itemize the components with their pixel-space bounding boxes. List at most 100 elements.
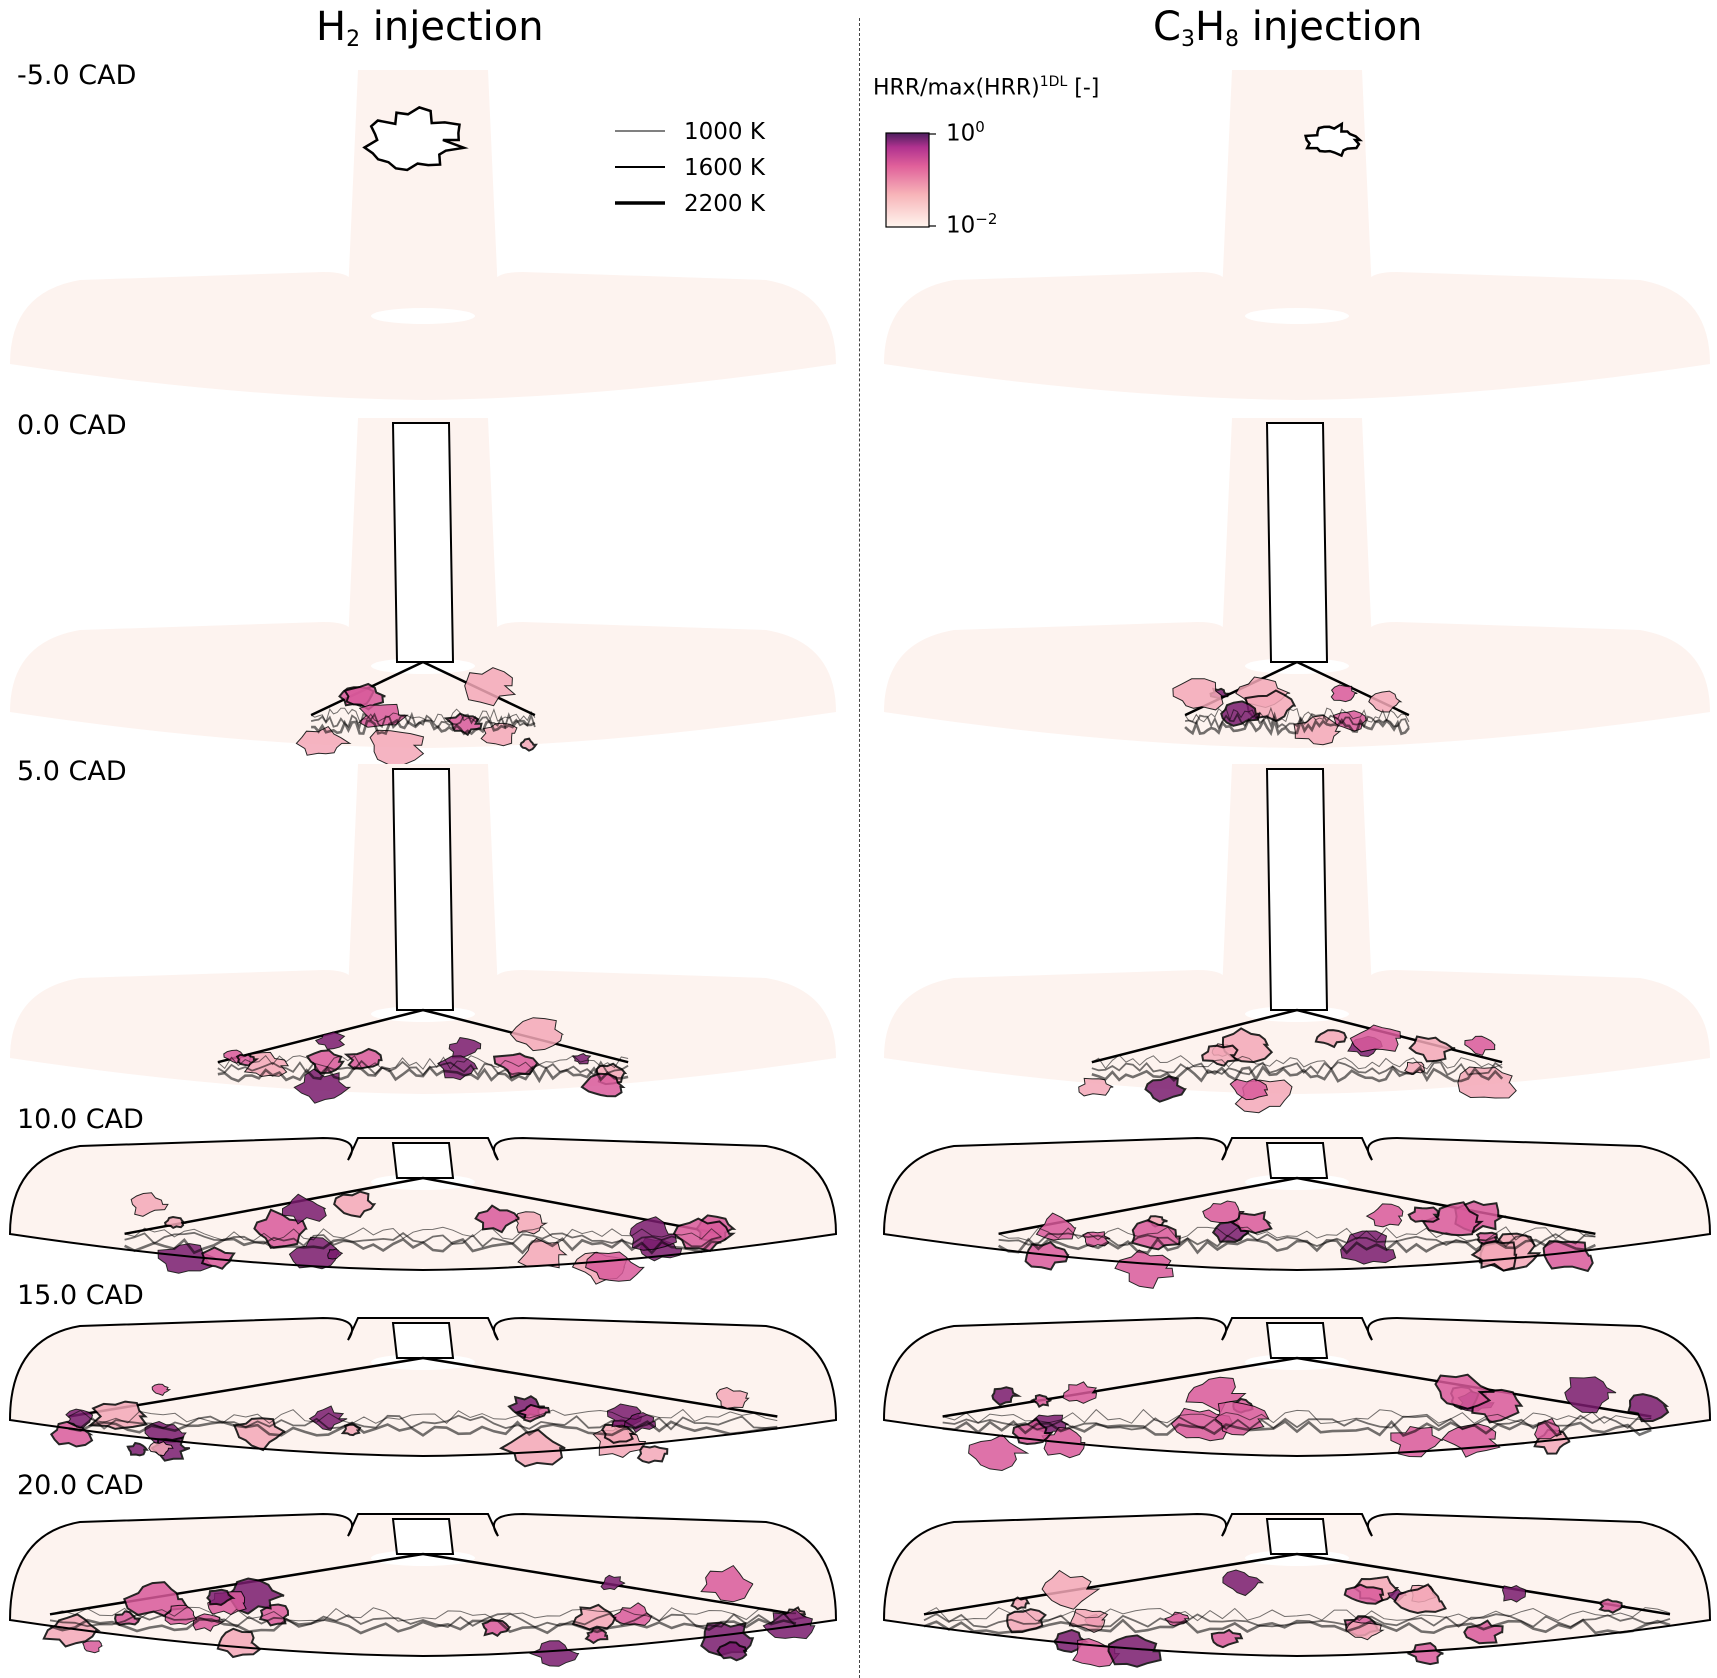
hrr-patch-h2-row-6	[700, 1564, 754, 1603]
isoline-c3h8-row-5	[942, 1408, 1652, 1425]
hrr-patch-h2-row-6	[216, 1627, 262, 1659]
hrr-colorbar	[885, 132, 930, 228]
isoline-c3h8-row-3	[1091, 1061, 1503, 1077]
hrr-patch-c3h8-row-6	[1501, 1585, 1527, 1603]
hrr-patch-h2-row-5	[623, 1412, 657, 1434]
hrr-patch-h2-row-4	[474, 1204, 520, 1234]
jet-arm-left-h2-row-3	[217, 1008, 424, 1064]
isoline-c3h8-row-6	[923, 1612, 1671, 1629]
hrr-patch-h2-row-5	[498, 1428, 566, 1468]
hrr-patch-c3h8-row-5	[1062, 1381, 1098, 1404]
hrr-patch-h2-row-4	[200, 1246, 236, 1270]
chamber-c3h8-row-1	[884, 70, 1710, 400]
hrr-patch-c3h8-row-5	[991, 1386, 1022, 1407]
hrr-patch-h2-row-3	[343, 1047, 383, 1070]
legend-label-1600k: 1600 K	[684, 155, 766, 181]
isoline-c3h8-row-6	[923, 1618, 1671, 1635]
column-divider	[859, 18, 860, 1678]
hrr-patch-c3h8-row-5	[1434, 1373, 1495, 1410]
colorbar-tick-bottom: 10−2	[946, 210, 998, 239]
jet-arm-left-c3h8-row-6	[923, 1552, 1298, 1616]
isoline-h2-row-6	[49, 1612, 797, 1629]
cad-label-5: 15.0 CAD	[17, 1280, 144, 1311]
hrr-patch-h2-row-5	[148, 1440, 174, 1457]
hrr-patch-c3h8-row-3	[1314, 1029, 1348, 1049]
neck-flame-c3h8-row-3	[1265, 768, 1329, 1011]
hrr-patch-c3h8-row-5	[1627, 1393, 1670, 1423]
chamber-h2-row-4	[10, 1138, 836, 1270]
isoline-h2-row-4	[124, 1237, 722, 1255]
cad-label-3: 5.0 CAD	[17, 756, 127, 787]
hrr-patch-c3h8-row-4	[1365, 1203, 1404, 1228]
hrr-patch-h2-row-4	[333, 1190, 377, 1218]
jet-arm-right-h2-row-5	[422, 1356, 778, 1418]
temperature-legend: 1000 K 1600 K 2200 K	[615, 119, 766, 217]
isoline-c3h8-row-4	[997, 1237, 1596, 1255]
hrr-patch-c3h8-row-2	[1368, 690, 1403, 713]
legend-label-2200k: 2200 K	[684, 191, 766, 217]
hrr-patch-c3h8-row-3	[1078, 1077, 1114, 1097]
hrr-patch-h2-row-3	[314, 1031, 346, 1050]
cad-label-1: -5.0 CAD	[17, 60, 137, 91]
hrr-patch-c3h8-row-6	[1107, 1634, 1162, 1668]
hrr-patch-h2-row-6	[82, 1640, 104, 1654]
isoline-h2-row-5	[68, 1420, 778, 1437]
hrr-patch-c3h8-row-3	[1349, 1024, 1401, 1053]
hrr-patch-h2-row-5	[636, 1445, 669, 1464]
jet-arm-left-c3h8-row-5	[942, 1356, 1298, 1418]
hrr-patch-c3h8-row-6	[1010, 1596, 1031, 1611]
hrr-patch-c3h8-row-2	[1172, 678, 1224, 711]
jet-arm-right-h2-row-4	[422, 1176, 722, 1236]
jet-arm-left-c3h8-row-3	[1091, 1008, 1298, 1064]
hrr-patch-c3h8-row-2	[1330, 684, 1358, 703]
hrr-patch-h2-row-3	[571, 1053, 592, 1065]
isoline-c3h8-row-3	[1091, 1064, 1504, 1083]
hrr-patch-c3h8-row-6	[1222, 1569, 1265, 1597]
hrr-patch-h2-row-6	[584, 1627, 609, 1645]
cad-label-4: 10.0 CAD	[17, 1104, 144, 1135]
isoline-c3h8-row-2	[1184, 715, 1410, 737]
neck-flame-h2-row-2	[391, 422, 455, 663]
hrr-patch-h2-row-2	[464, 667, 517, 707]
flame-front-outline-c3h8-row-5	[882, 1316, 1712, 1458]
left-column-title: H2 injection	[316, 4, 544, 52]
hrr-patch-c3h8-row-6	[1343, 1583, 1385, 1605]
isoline-c3h8-row-5	[942, 1414, 1652, 1431]
flame-front-outline-c3h8-row-6	[882, 1512, 1712, 1658]
neck-flame-h2-row-6	[391, 1518, 455, 1555]
hrr-patch-c3h8-row-5	[1564, 1376, 1617, 1414]
hrr-patch-h2-row-4	[327, 1248, 343, 1260]
flame-kernel-h2	[362, 106, 469, 172]
isoline-h2-row-6	[49, 1606, 796, 1622]
legend-label-1000k: 1000 K	[684, 119, 766, 145]
isoline-c3h8-row-5	[942, 1419, 1652, 1438]
hrr-patch-c3h8-row-5	[1030, 1393, 1052, 1408]
hrr-patch-h2-row-3	[448, 1037, 482, 1059]
hrr-patch-c3h8-row-3	[1464, 1035, 1496, 1056]
hrr-patch-h2-row-6	[206, 1588, 236, 1606]
neck-flame-c3h8-row-6	[1265, 1518, 1329, 1555]
isoline-c3h8-row-4	[998, 1231, 1596, 1248]
valve-slot-c3h8-row-1	[1245, 308, 1349, 324]
hrr-patch-h2-row-6	[600, 1574, 626, 1591]
hrr-patch-c3h8-row-5	[968, 1434, 1030, 1472]
hrr-patch-h2-row-2	[369, 729, 425, 766]
chamber-c3h8-row-5	[884, 1318, 1710, 1456]
flame-front-outline-h2-row-6	[8, 1512, 838, 1658]
hrr-patch-c3h8-row-3	[1144, 1075, 1187, 1103]
hrr-patch-c3h8-row-4	[1114, 1249, 1174, 1289]
neck-flame-c3h8-row-5	[1265, 1322, 1329, 1359]
flame-front-outline-c3h8-row-4	[882, 1136, 1712, 1272]
cad-label-6: 20.0 CAD	[17, 1470, 144, 1501]
isoline-h2-row-2	[311, 718, 536, 736]
chamber-h2-row-1	[10, 70, 836, 400]
isoline-h2-row-3	[217, 1054, 629, 1070]
colorbar-title: HRR/max(HRR)1DL [-]	[873, 74, 1100, 101]
neck-flame-h2-row-4	[391, 1142, 455, 1179]
neck-flame-c3h8-row-2	[1265, 422, 1329, 663]
hrr-patch-h2-row-6	[716, 1641, 748, 1662]
hrr-patch-h2-row-4	[163, 1215, 187, 1229]
hrr-patch-c3h8-row-6	[1393, 1583, 1447, 1615]
neck-flame-h2-row-3	[391, 768, 455, 1011]
